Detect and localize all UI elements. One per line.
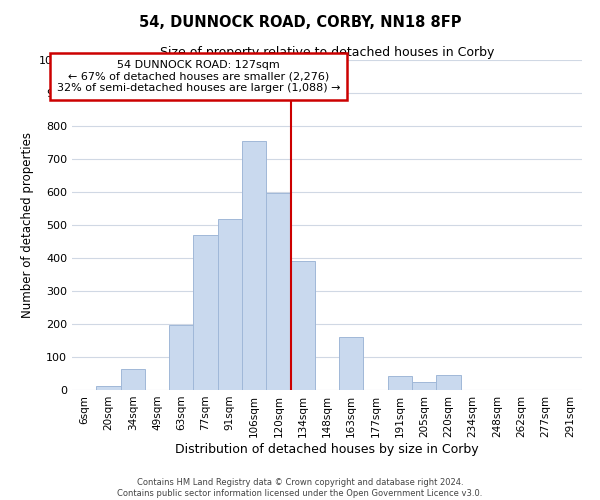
Bar bbox=[339, 337, 364, 390]
Bar bbox=[266, 193, 290, 390]
Text: Contains HM Land Registry data © Crown copyright and database right 2024.
Contai: Contains HM Land Registry data © Crown c… bbox=[118, 478, 482, 498]
Text: 54 DUNNOCK ROAD: 127sqm
← 67% of detached houses are smaller (2,276)
32% of semi: 54 DUNNOCK ROAD: 127sqm ← 67% of detache… bbox=[56, 60, 340, 93]
Bar bbox=[388, 376, 412, 390]
X-axis label: Distribution of detached houses by size in Corby: Distribution of detached houses by size … bbox=[175, 442, 479, 456]
Bar bbox=[242, 141, 266, 390]
Bar bbox=[121, 369, 145, 390]
Bar bbox=[96, 386, 121, 390]
Bar bbox=[193, 235, 218, 390]
Title: Size of property relative to detached houses in Corby: Size of property relative to detached ho… bbox=[160, 46, 494, 59]
Text: 54, DUNNOCK ROAD, CORBY, NN18 8FP: 54, DUNNOCK ROAD, CORBY, NN18 8FP bbox=[139, 15, 461, 30]
Bar bbox=[436, 375, 461, 390]
Bar bbox=[169, 325, 193, 390]
Bar bbox=[412, 382, 436, 390]
Bar bbox=[290, 262, 315, 390]
Y-axis label: Number of detached properties: Number of detached properties bbox=[20, 132, 34, 318]
Bar bbox=[218, 219, 242, 390]
